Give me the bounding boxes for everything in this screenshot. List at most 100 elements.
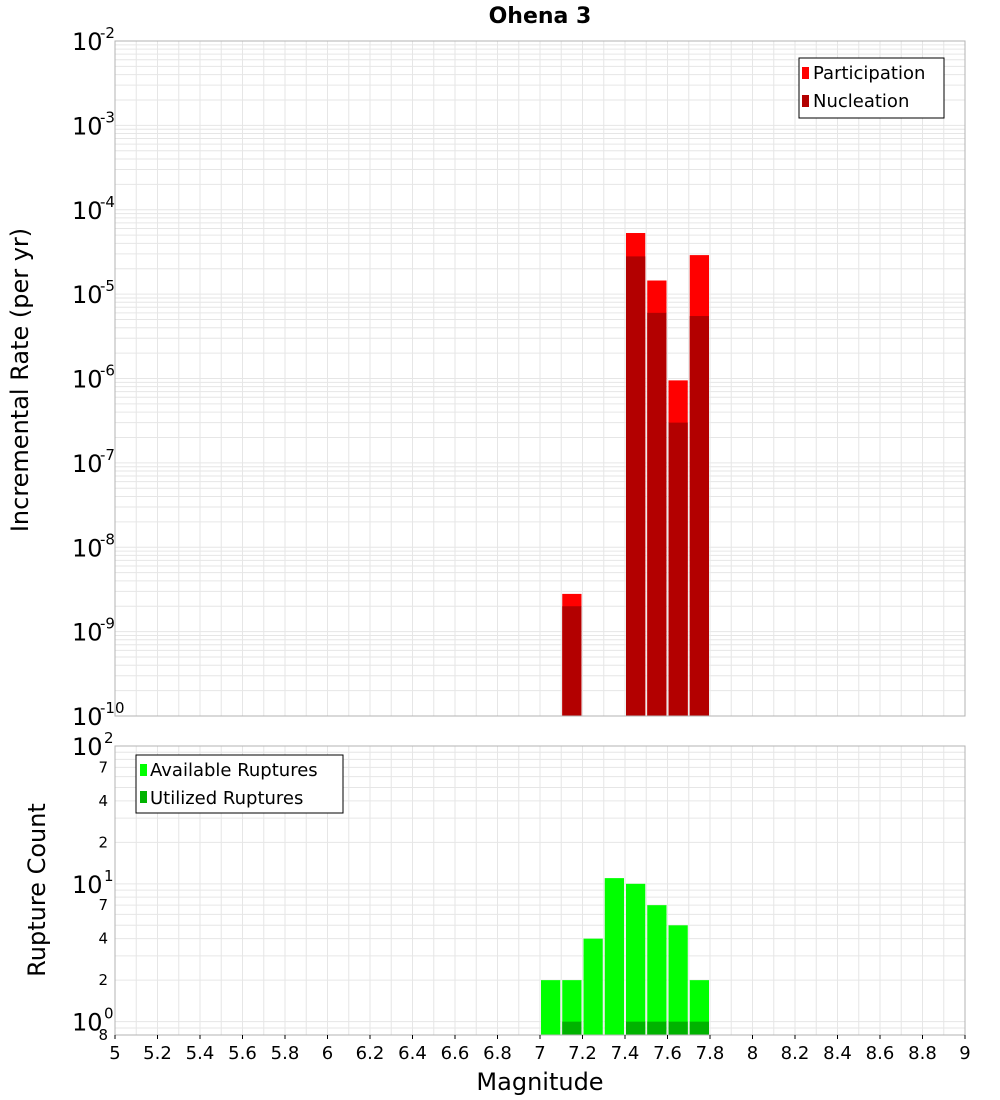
x-tick-label: 6.8 — [483, 1043, 512, 1064]
x-axis-ticks: 5 5.2 5.4 5.6 5.8 6 6.2 6.4 6.6 6.8 7 7.2 7.4 7.6 7.8 8… — [109, 1035, 971, 1064]
nucleation-bar — [647, 312, 667, 716]
available-ruptures-bar — [541, 980, 561, 1035]
nucleation-bar — [626, 256, 646, 716]
available-ruptures-bar — [647, 905, 667, 1035]
rate-y-tick-label: 10-7 — [72, 446, 115, 478]
x-tick-label: 7.2 — [568, 1043, 597, 1064]
available-ruptures-bar — [689, 980, 709, 1035]
x-tick-label: 5.8 — [271, 1043, 300, 1064]
available-ruptures-bar — [668, 925, 688, 1035]
rate-y-tick-exp: -7 — [100, 446, 115, 464]
chart-title: Ohena 3 — [489, 4, 592, 29]
count-y-minor-tick-label: 8 — [98, 1026, 108, 1044]
count-y-minor-tick-label: 7 — [98, 758, 108, 776]
count-y-tick-label: 10 0 — [72, 1005, 114, 1037]
rate-y-tick-base: 10 — [72, 703, 103, 731]
rate-y-tick-label: 10-4 — [72, 193, 115, 225]
count-y-tick-base: 10 — [72, 871, 103, 899]
legend-label-nucleation: Nucleation — [813, 91, 909, 112]
rate-plot-y-axis-label: Incremental Rate (per yr) — [6, 228, 34, 532]
count-y-tick-label: 10 1 — [72, 867, 114, 899]
count-plot-y-axis-label: Rupture Count — [23, 803, 51, 977]
rate-legend-box — [798, 57, 945, 119]
rate-y-tick-base: 10 — [72, 619, 103, 647]
rate-y-tick-label: 10-10 — [72, 699, 125, 731]
rate-plot-legend: Participation Nucleation — [798, 57, 945, 119]
utilized-ruptures-bar — [626, 1021, 646, 1035]
rate-y-tick-label: 10-9 — [72, 615, 115, 647]
count-y-minor-tick-label: 2 — [98, 971, 108, 989]
x-tick-label: 8.2 — [781, 1043, 810, 1064]
count-y-tick-exp: 2 — [104, 729, 114, 747]
rate-y-tick-exp: -10 — [100, 699, 125, 717]
legend-swatch-nucleation — [802, 95, 809, 107]
rate-y-tick-exp: -4 — [100, 193, 115, 211]
rate-y-tick-label: 10-8 — [72, 530, 115, 562]
available-ruptures-bar — [626, 883, 646, 1035]
rate-plot-grid — [114, 41, 966, 717]
utilized-ruptures-bar — [689, 1021, 709, 1035]
rate-y-tick-base: 10 — [72, 112, 103, 140]
rate-plot-bars — [562, 233, 709, 716]
x-tick-label: 7.6 — [653, 1043, 682, 1064]
rate-y-tick-exp: -8 — [100, 530, 115, 548]
x-tick-label: 5.4 — [186, 1043, 215, 1064]
count-y-minor-tick-label: 7 — [98, 896, 108, 914]
rate-y-tick-exp: -5 — [100, 277, 115, 295]
nucleation-bar — [689, 316, 709, 716]
rate-y-tick-label: 10-6 — [72, 362, 115, 394]
utilized-ruptures-bar — [668, 1021, 688, 1035]
rate-y-tick-exp: -3 — [100, 108, 115, 126]
count-y-minor-tick-label: 4 — [98, 792, 108, 810]
legend-swatch-participation — [802, 67, 809, 79]
rate-y-tick-label: 10-5 — [72, 277, 115, 309]
rate-y-tick-base: 10 — [72, 28, 103, 56]
x-tick-label: 9 — [959, 1043, 970, 1064]
legend-label-participation: Participation — [813, 63, 925, 84]
x-tick-label: 5.6 — [228, 1043, 257, 1064]
utilized-ruptures-bar — [562, 1021, 582, 1035]
available-ruptures-bar — [604, 878, 624, 1035]
rate-y-tick-base: 10 — [72, 366, 103, 394]
legend-swatch-utilized — [140, 791, 147, 803]
available-ruptures-bar — [583, 938, 603, 1035]
x-tick-label: 7.4 — [611, 1043, 640, 1064]
count-y-minor-tick-label: 4 — [98, 930, 108, 948]
x-tick-label: 8.4 — [823, 1043, 852, 1064]
rate-y-tick-base: 10 — [72, 450, 103, 478]
x-tick-label: 6.4 — [398, 1043, 427, 1064]
x-tick-label: 6 — [322, 1043, 333, 1064]
x-tick-label: 5.2 — [143, 1043, 172, 1064]
rate-y-tick-exp: -6 — [100, 362, 115, 380]
x-tick-label: 7 — [534, 1043, 545, 1064]
legend-swatch-available — [140, 764, 147, 776]
x-tick-label: 8 — [747, 1043, 758, 1064]
rate-y-tick-exp: -9 — [100, 615, 115, 633]
rate-y-tick-base: 10 — [72, 534, 103, 562]
count-plot-bars — [541, 878, 709, 1035]
x-tick-label: 8.6 — [866, 1043, 895, 1064]
utilized-ruptures-bar — [647, 1021, 667, 1035]
rate-y-tick-base: 10 — [72, 281, 103, 309]
x-tick-label: 6.6 — [441, 1043, 470, 1064]
x-tick-label: 6.2 — [356, 1043, 385, 1064]
count-plot-legend: Available Ruptures Utilized Ruptures — [135, 754, 344, 814]
x-tick-label: 8.8 — [908, 1043, 937, 1064]
count-y-tick-label: 10 2 — [72, 729, 114, 761]
count-legend-box — [135, 754, 344, 814]
count-y-minor-tick-label: 2 — [98, 833, 108, 851]
nucleation-bar — [562, 606, 582, 716]
count-y-tick-exp: 1 — [104, 867, 114, 885]
available-ruptures-bar — [562, 980, 582, 1035]
rate-y-tick-label: 10-2 — [72, 24, 115, 56]
rate-y-tick-base: 10 — [72, 197, 103, 225]
count-y-tick-base: 10 — [72, 733, 103, 761]
x-tick-label: 7.8 — [696, 1043, 725, 1064]
count-y-tick-base: 10 — [72, 1009, 103, 1037]
x-tick-label: 5 — [109, 1043, 120, 1064]
